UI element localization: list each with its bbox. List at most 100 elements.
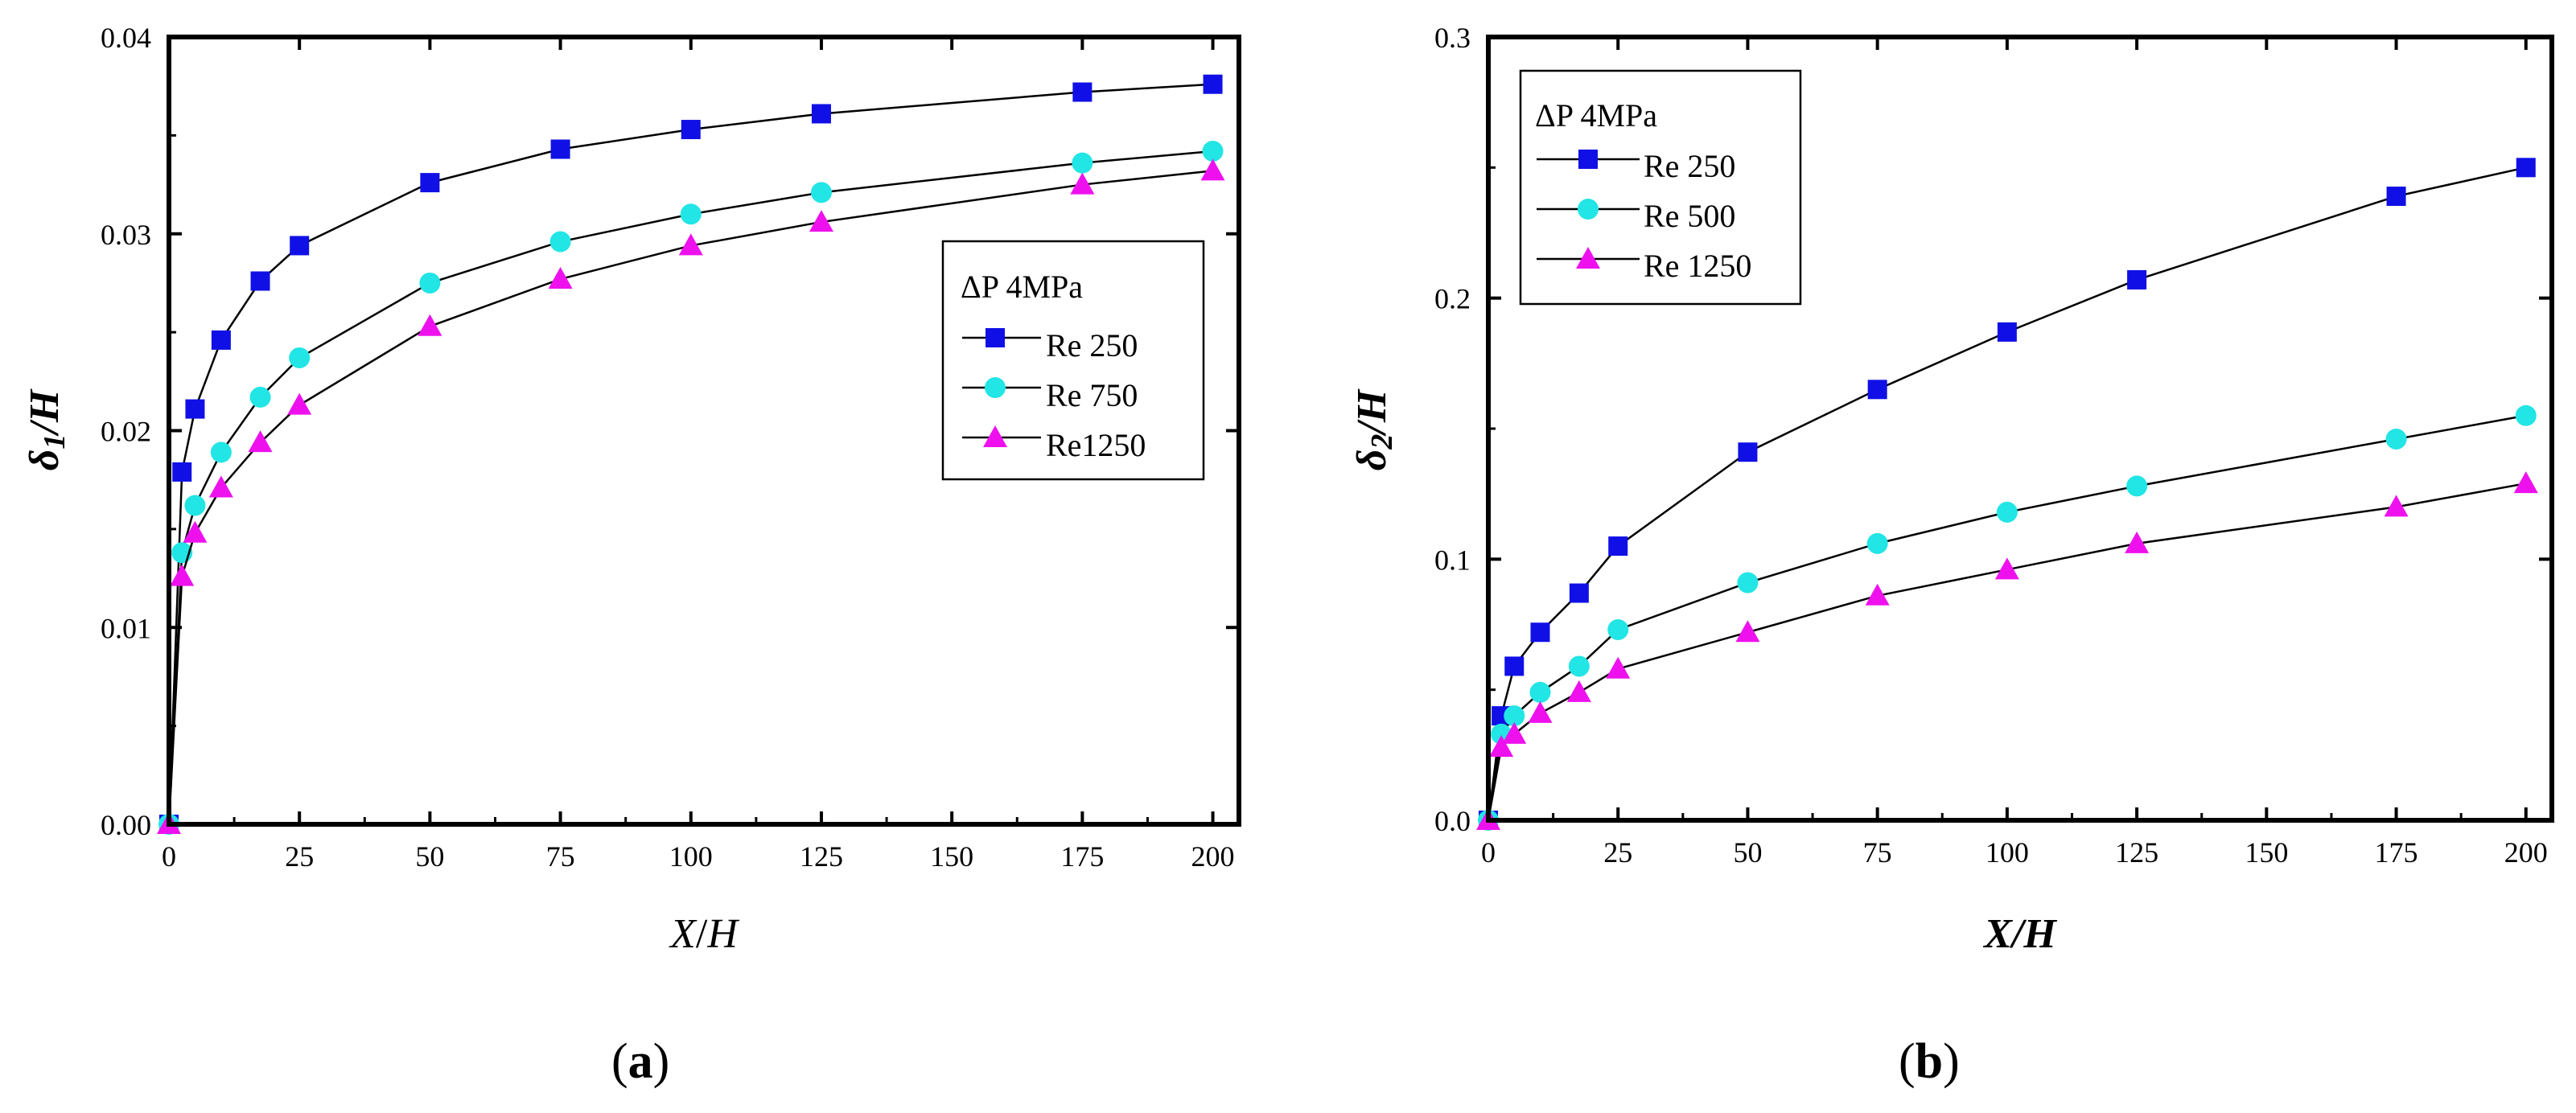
- x-axis-title: X/H: [1982, 911, 2057, 957]
- x-tick-labels: 0 25 50 75 100 125 150 175 200: [162, 840, 1235, 873]
- x-tick-label: 200: [2504, 836, 2548, 869]
- legend-label-re750: Re 750: [1046, 377, 1138, 413]
- data-point: [1502, 721, 1527, 744]
- x-tick-label: 0: [162, 840, 176, 873]
- x-tick-label: 175: [1060, 840, 1104, 873]
- y-tick-labels: 0.00 0.01 0.02 0.03 0.04: [101, 22, 151, 841]
- y-tick-label: 0.04: [101, 22, 151, 54]
- y-tick-label: 0.2: [1434, 283, 1471, 315]
- y-tick-label: 0.0: [1434, 805, 1471, 837]
- legend-marker: [1578, 199, 1599, 220]
- legend-title: ΔP 4MPa: [1535, 97, 1657, 133]
- legend-label-re250: Re 250: [1644, 148, 1735, 184]
- data-point: [811, 104, 831, 124]
- data-point: [290, 236, 310, 256]
- y-tick-label: 0.3: [1434, 22, 1471, 54]
- data-point: [1606, 656, 1631, 679]
- x-tick-label: 200: [1191, 840, 1235, 873]
- data-point: [1866, 532, 1888, 554]
- legend-items: [1537, 150, 1640, 269]
- x-tick-label: 0: [1481, 836, 1496, 869]
- x-tick-label: 75: [546, 840, 575, 873]
- legend: ΔP 4MPa Re 250 Re 500 Re 1250: [1519, 69, 1802, 306]
- series-group: [157, 74, 1225, 835]
- data-point: [1200, 158, 1225, 181]
- x-axis-title: X/H: [669, 911, 739, 957]
- data-point: [172, 462, 192, 482]
- plot-frame: [167, 35, 1241, 827]
- y-tick-label: 0.00: [101, 809, 151, 841]
- data-point: [420, 173, 440, 193]
- data-point: [185, 399, 205, 419]
- x-tick-label: 125: [800, 840, 843, 873]
- x-tick-label: 25: [1603, 836, 1632, 869]
- legend-label-re1250: Re 1250: [1644, 248, 1751, 284]
- data-point: [549, 231, 571, 253]
- y-axis-title: δ2/H: [1349, 388, 1399, 470]
- data-point: [1489, 735, 1514, 758]
- legend-box: [941, 240, 1205, 481]
- x-tick-label: 50: [415, 840, 444, 873]
- data-point: [248, 430, 273, 453]
- data-point: [1735, 620, 1760, 643]
- data-point: [681, 120, 701, 140]
- series-line: [167, 83, 1213, 825]
- data-point: [1529, 681, 1551, 703]
- legend-marker: [985, 377, 1006, 398]
- plot-frame: [1486, 35, 2554, 823]
- data-point: [1608, 536, 1628, 556]
- legend-box: [1519, 69, 1802, 306]
- data-point: [1568, 655, 1590, 677]
- legend-label-re250: Re 250: [1046, 327, 1138, 363]
- legend-items: [962, 328, 1041, 447]
- y-tick-label: 0.03: [101, 219, 151, 251]
- x-tick-label: 100: [669, 840, 713, 873]
- data-point: [680, 203, 702, 225]
- data-point: [210, 442, 232, 463]
- x-tick-label: 150: [930, 840, 973, 873]
- x-tick-label: 100: [1985, 836, 2029, 869]
- panel-caption-a: (a): [611, 1034, 669, 1089]
- data-point: [1072, 152, 1093, 174]
- data-point: [183, 520, 208, 543]
- data-point: [1504, 705, 1525, 727]
- x-tick-label: 150: [2245, 836, 2288, 869]
- series-re750: [158, 140, 1224, 835]
- data-point: [678, 233, 703, 256]
- x-tick-labels: 0 25 50 75 100 125 150 175 200: [1481, 836, 2548, 869]
- data-point: [184, 495, 206, 516]
- data-point: [1202, 140, 1224, 162]
- data-point: [1607, 618, 1629, 640]
- y-tick-label: 0.01: [101, 612, 151, 644]
- series-line: [1487, 482, 2526, 821]
- data-point: [2515, 405, 2537, 426]
- legend-label-re500: Re 500: [1644, 198, 1735, 234]
- series-group: [1476, 158, 2538, 831]
- data-point: [810, 182, 832, 203]
- data-point: [170, 564, 195, 586]
- data-point: [211, 330, 231, 350]
- series-re1250: [157, 158, 1225, 834]
- data-point: [289, 347, 311, 368]
- data-point: [1530, 622, 1550, 643]
- legend-marker: [983, 425, 1007, 447]
- panel-caption-b: (b): [1899, 1034, 1960, 1089]
- legend-marker: [986, 328, 1005, 347]
- data-point: [2127, 269, 2147, 290]
- series-re500: [1478, 405, 2537, 831]
- x-tick-label: 50: [1733, 836, 1762, 869]
- legend-label-re1250: Re1250: [1046, 427, 1146, 463]
- y-axis-title: δ1/H: [22, 388, 72, 470]
- x-tick-label: 75: [1863, 836, 1892, 869]
- data-point: [418, 314, 442, 336]
- legend: ΔP 4MPa Re 250 Re 750 Re1250: [941, 240, 1205, 481]
- series-line: [1487, 414, 2526, 821]
- data-point: [1070, 172, 1095, 195]
- y-tick-labels: 0.0 0.1 0.2 0.3: [1434, 22, 1471, 837]
- data-point: [1867, 380, 1887, 400]
- data-point: [250, 271, 270, 291]
- data-point: [1566, 680, 1591, 702]
- data-point: [1528, 700, 1553, 723]
- data-point: [1072, 82, 1093, 102]
